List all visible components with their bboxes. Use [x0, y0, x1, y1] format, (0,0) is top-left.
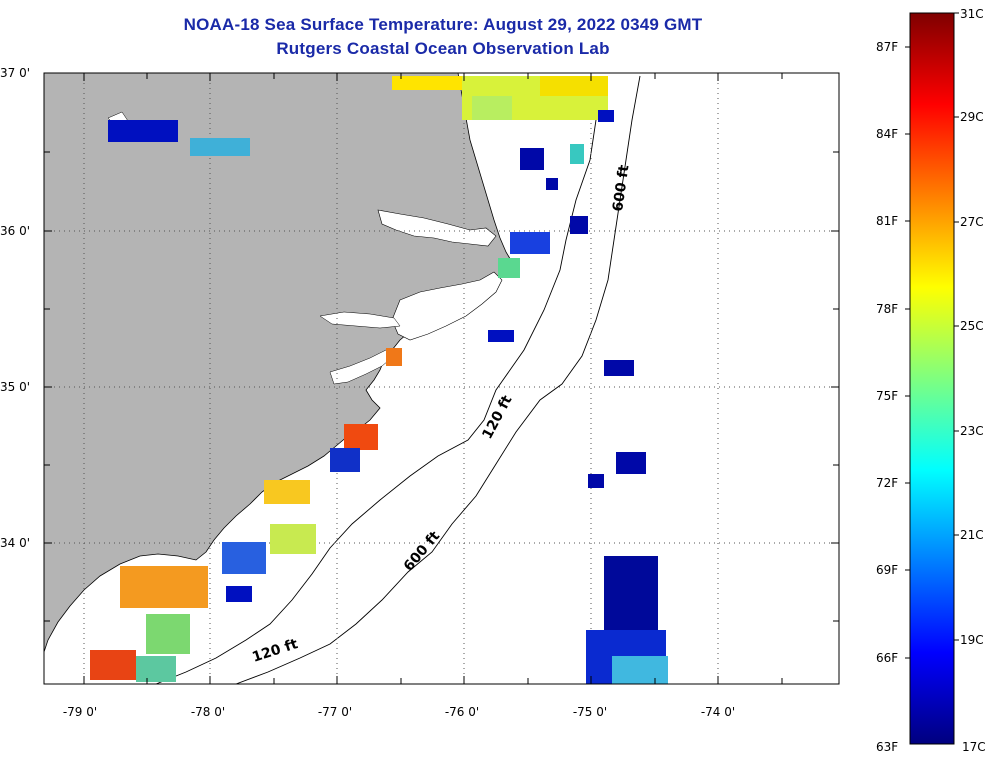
contour-120ft [155, 79, 601, 684]
sst-patch-warm-4 [90, 650, 136, 680]
scale-label-17c: 17C [962, 740, 986, 754]
sst-patch-warm-5 [386, 348, 402, 366]
sst-patch-cold-6 [488, 330, 514, 342]
sst-patch-mid-1 [270, 524, 316, 554]
sst-patch-nw [392, 76, 462, 90]
sst-patch-cold-12 [330, 448, 360, 472]
pamlico-sound [391, 271, 503, 341]
color-scale-bar: 87F 84F 81F 78F 75F 72F 69F 66F 63F 31C … [876, 7, 986, 754]
sst-patches [90, 76, 668, 684]
sst-patch-cold-9 [588, 474, 604, 488]
sst-patch-cold-1 [598, 110, 614, 122]
lat-label-36: 36 0' [0, 224, 30, 238]
scale-label-87f: 87F [876, 40, 898, 54]
sst-patch-cold-13 [222, 542, 266, 574]
contour-600ft [235, 75, 641, 684]
scale-label-63f: 63F [876, 740, 898, 754]
lon-label-77: -77 0' [318, 705, 352, 719]
scale-label-75f: 75F [876, 389, 898, 403]
scale-label-66f: 66F [876, 651, 898, 665]
sst-patch-cold-5 [510, 232, 550, 254]
map-title: NOAA-18 Sea Surface Temperature: August … [183, 15, 703, 34]
sst-patch-teal-3 [612, 656, 668, 684]
sst-patch-cold-3 [546, 178, 558, 190]
sst-patch-teal-1 [570, 144, 584, 164]
sst-patch-warm-3 [120, 566, 208, 608]
scale-label-84f: 84F [876, 127, 898, 141]
sst-patch-cold-7 [604, 360, 634, 376]
map-subtitle: Rutgers Coastal Ocean Observation Lab [276, 39, 610, 58]
scale-label-23c: 23C [960, 424, 984, 438]
lon-label-75: -75 0' [573, 705, 607, 719]
sst-patch-teal-2 [498, 258, 520, 278]
sst-patch-warm-1 [344, 424, 378, 450]
contour-label-600ft-north: 600 ft [610, 164, 632, 213]
scale-label-21c: 21C [960, 528, 984, 542]
lat-label-37: 37 0' [0, 66, 30, 80]
scale-label-72f: 72F [876, 476, 898, 490]
lon-label-74: -74 0' [701, 705, 735, 719]
sst-patch-cold-2 [520, 148, 544, 170]
scale-label-25c: 25C [960, 319, 984, 333]
lat-label-34: 34 0' [0, 536, 30, 550]
albemarle-sound [377, 209, 497, 247]
axis-ticks [44, 72, 839, 684]
lon-label-79: -79 0' [63, 705, 97, 719]
sst-patch-cold-10 [604, 556, 658, 638]
lon-label-76: -76 0' [445, 705, 479, 719]
sst-patch-lake-1 [108, 120, 178, 142]
sst-patch-north-warm [540, 76, 608, 96]
scale-label-78f: 78F [876, 302, 898, 316]
scale-label-69f: 69F [876, 563, 898, 577]
sst-patch-cold-4 [570, 216, 588, 234]
scale-label-31c: 31C [960, 7, 984, 21]
sst-patch-cold-14 [226, 586, 252, 602]
lat-label-35: 35 0' [0, 380, 30, 394]
sst-patch-warm-2 [264, 480, 310, 504]
scale-label-29c: 29C [960, 110, 984, 124]
sst-patch-north-mid [472, 96, 512, 120]
scale-label-81f: 81F [876, 214, 898, 228]
sst-patch-cold-8 [616, 452, 646, 474]
scale-label-27c: 27C [960, 215, 984, 229]
lon-label-78: -78 0' [191, 705, 225, 719]
pamlico-river [319, 311, 401, 329]
scale-label-19c: 19C [960, 633, 984, 647]
plot-frame [43, 72, 840, 685]
sst-patch-teal-4 [136, 656, 176, 682]
sst-patch-lake-2 [190, 138, 250, 156]
lat-lon-grid [44, 73, 839, 684]
sst-patch-mid-2 [146, 614, 190, 654]
